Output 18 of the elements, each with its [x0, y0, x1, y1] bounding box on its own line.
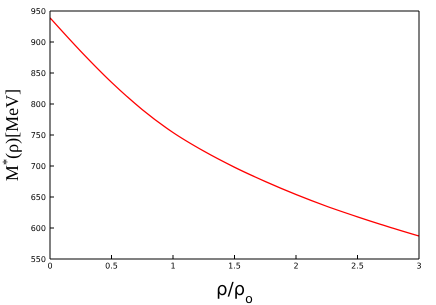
x-tick-label: 0 [47, 262, 53, 271]
y-tick-label: 850 [30, 68, 46, 78]
y-tick-label: 700 [30, 162, 46, 171]
x-axis-title: ρ/ρ$_{o}$ [216, 279, 254, 305]
y-tick-label: 800 [30, 100, 46, 109]
y-tick-label: 750 [30, 130, 46, 140]
x-tick-label: 1.5 [228, 262, 241, 271]
x-tick-label: 1 [170, 262, 176, 271]
y-tick-label: 900 [30, 38, 46, 47]
line-series [50, 17, 419, 237]
y-tick-label: 550 [30, 254, 46, 264]
x-tick-label: 2.5 [351, 262, 364, 271]
x-tick-label: 0.5 [105, 262, 118, 271]
x-tick-label: 3 [416, 262, 422, 271]
x-tick-label: 2 [293, 262, 299, 271]
y-tick-label: 950 [30, 6, 46, 16]
y-tick-label: 650 [30, 192, 46, 202]
y-tick-label: 600 [30, 224, 46, 233]
